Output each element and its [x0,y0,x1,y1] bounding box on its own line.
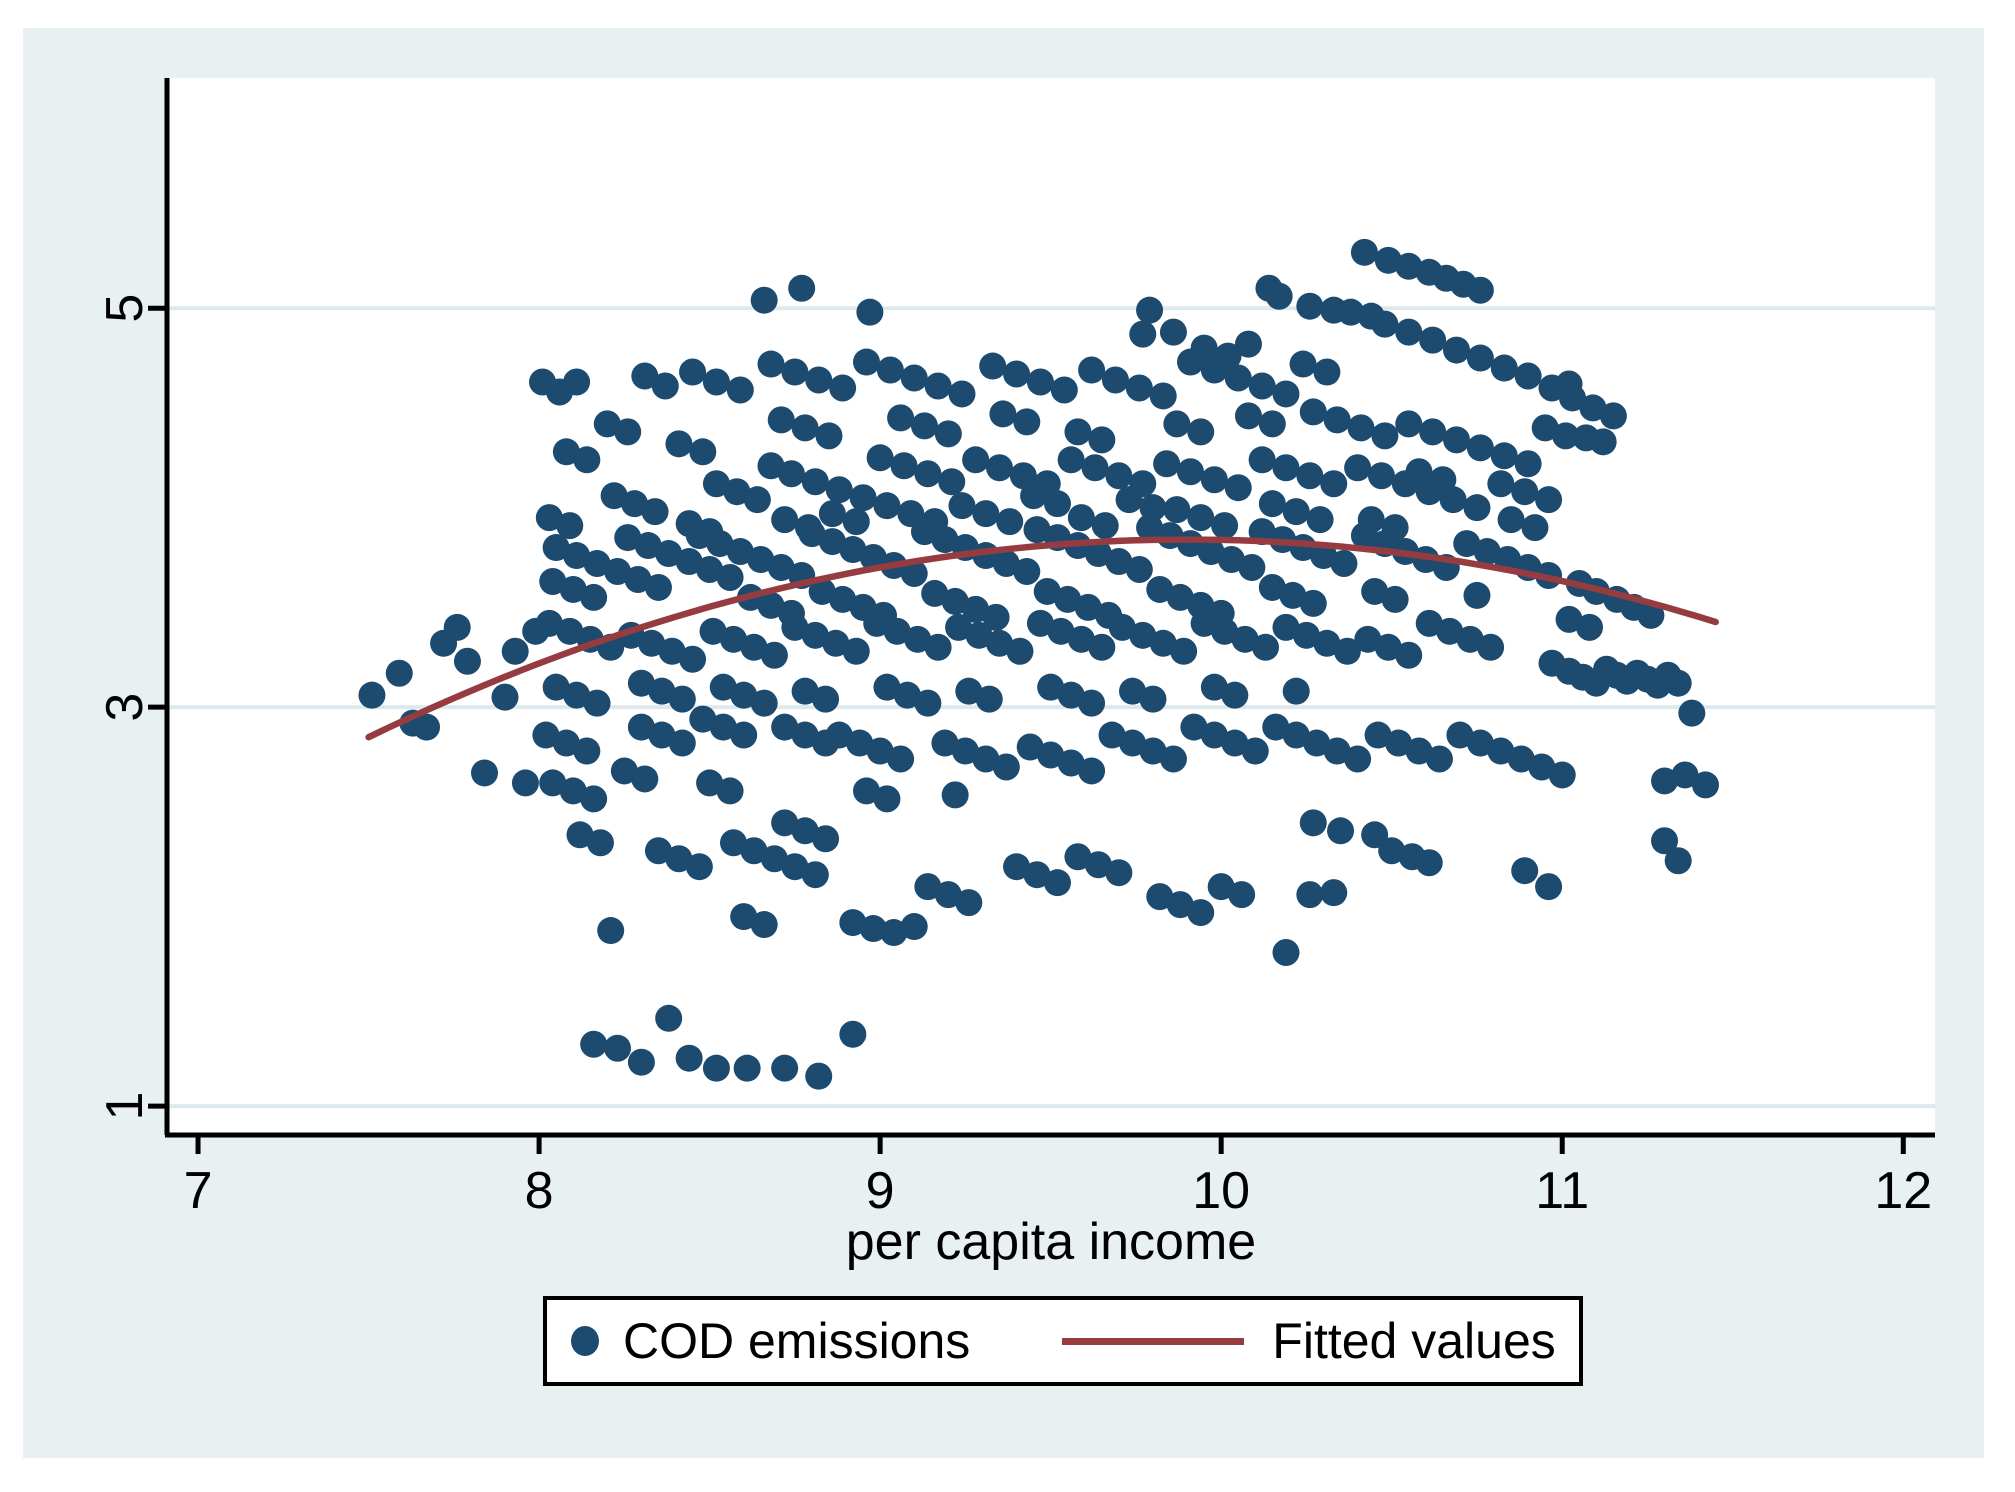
svg-text:8: 8 [525,1162,554,1220]
x-axis-title: per capita income [845,1213,1257,1271]
svg-text:3: 3 [96,693,154,722]
svg-text:9: 9 [866,1162,895,1220]
svg-text:5: 5 [96,294,154,323]
svg-text:12: 12 [1874,1162,1932,1220]
svg-text:7: 7 [184,1162,213,1220]
legend-label-cod-emissions: COD emissions [623,1313,971,1369]
svg-text:11: 11 [1535,1162,1589,1220]
legend-line-sample-icon [1062,1337,1245,1345]
svg-text:10: 10 [1192,1162,1250,1220]
legend-marker-dot-icon [571,1326,599,1356]
legend: COD emissions Fitted values [543,1296,1583,1386]
legend-label-fitted-values: Fitted values [1272,1313,1556,1369]
svg-text:1: 1 [96,1092,154,1121]
